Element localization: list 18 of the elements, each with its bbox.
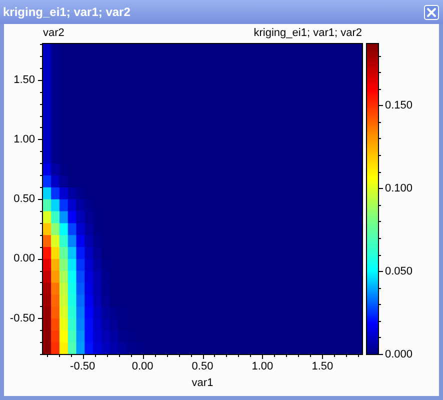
color-bar-label: 0.050 bbox=[385, 266, 413, 278]
color-bar-label: 0.100 bbox=[385, 182, 413, 195]
x-tick-label: 1.00 bbox=[252, 360, 274, 373]
x-tick-label: 0.50 bbox=[192, 360, 214, 373]
y-tick-label: 1.50 bbox=[14, 74, 35, 86]
chart-title: kriging_ei1; var1; var2 bbox=[3, 5, 130, 19]
x-tick-label: -0.50 bbox=[70, 360, 96, 373]
y-tick-label: 0.00 bbox=[14, 252, 35, 265]
color-bar-label: 0.150 bbox=[385, 100, 413, 112]
chart-subtitle: kriging_ei1; var1; var2 bbox=[254, 27, 362, 40]
y-axis-title: var2 bbox=[43, 27, 64, 40]
y-tick-label: 0.50 bbox=[14, 193, 35, 206]
color-bar-label: 0.000 bbox=[385, 348, 413, 361]
x-axis-title: var1 bbox=[192, 377, 214, 390]
y-tick-label: 1.00 bbox=[14, 133, 35, 146]
x-tick-label: 1.50 bbox=[312, 360, 334, 373]
x-tick-label: 0.00 bbox=[132, 360, 154, 373]
y-tick-label: -0.50 bbox=[10, 312, 35, 324]
